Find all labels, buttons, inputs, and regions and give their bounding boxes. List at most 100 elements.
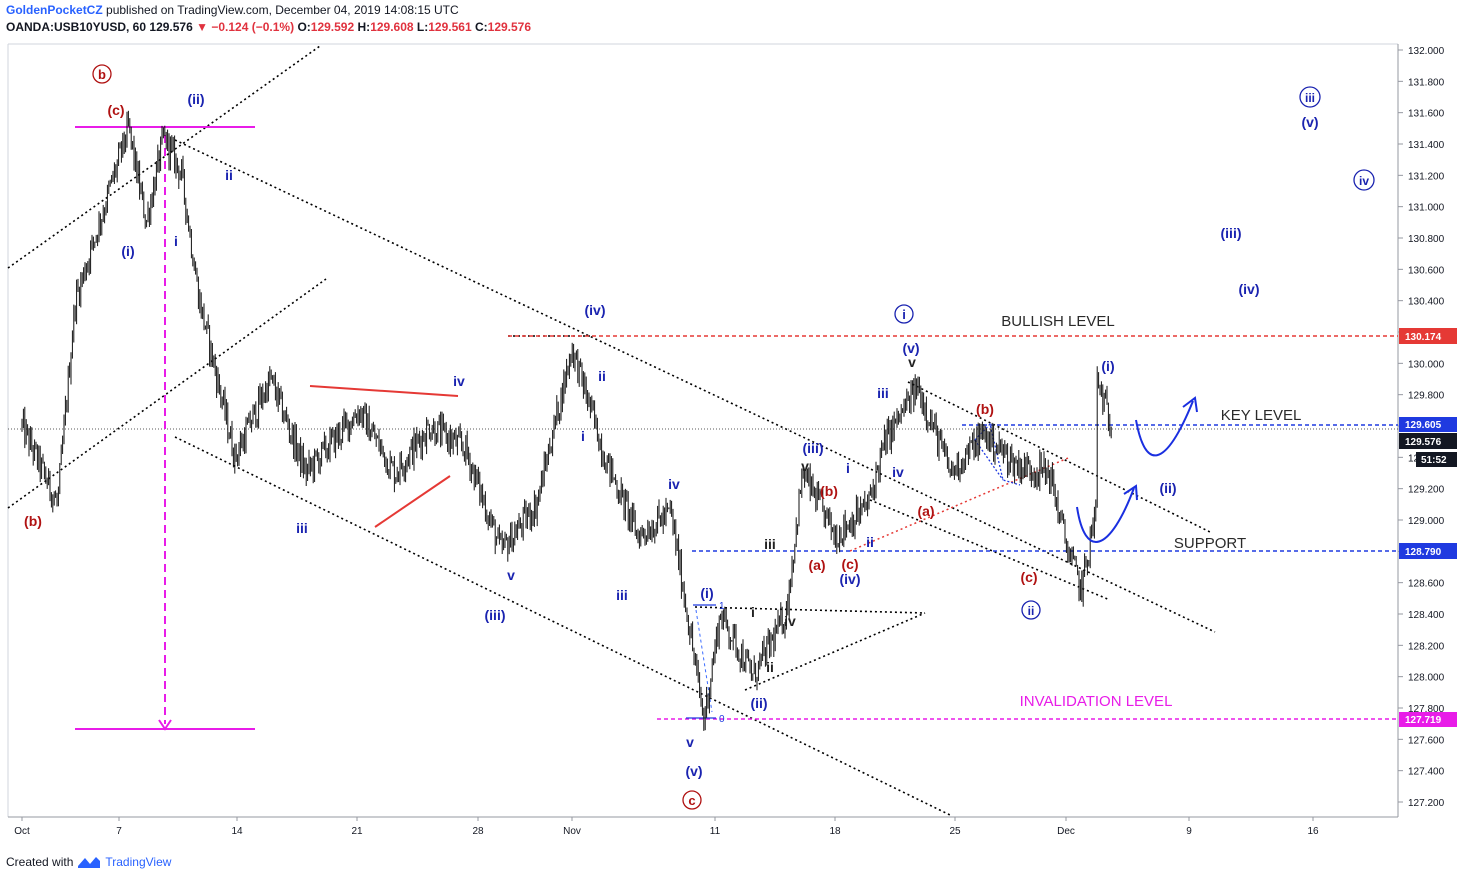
price-tick-label: 130.600 bbox=[1408, 265, 1445, 276]
publish-info: published on TradingView.com, December 0… bbox=[102, 3, 459, 17]
support-price-tag-text: 128.790 bbox=[1405, 547, 1442, 558]
b-wave-dotted-path bbox=[974, 422, 1021, 486]
wave-label-b-mid: (b) bbox=[820, 483, 838, 499]
wave-label-a-low: (a) bbox=[808, 557, 825, 573]
wave-label-c-low: (c) bbox=[1020, 569, 1037, 585]
wave-label-ii-top: (ii) bbox=[187, 91, 204, 107]
projection-arrow-lower-icon bbox=[1123, 484, 1138, 501]
wave-label-iv-small: iv bbox=[453, 373, 465, 389]
falling-channel-bottom-line bbox=[174, 436, 951, 816]
tradingview-logo-icon bbox=[78, 857, 101, 868]
circle-iii-icon bbox=[1299, 86, 1321, 108]
wave-label-iii-circled: iii bbox=[1305, 91, 1315, 105]
price-tick-label: 131.200 bbox=[1408, 171, 1445, 182]
circle-b-icon bbox=[92, 64, 112, 84]
time-tick-label: 11 bbox=[710, 826, 721, 837]
wave-label-i-circled: i bbox=[902, 307, 906, 322]
key-price-tag-text: 129.605 bbox=[1405, 420, 1442, 431]
wave-label-iv-black: iv bbox=[784, 613, 796, 629]
support-price-tag bbox=[1399, 543, 1457, 559]
invalidation-level-label: INVALIDATION LEVEL bbox=[1020, 693, 1173, 710]
wave-label-i-mid: i bbox=[846, 460, 850, 476]
wave-label-v-paren-top: (v) bbox=[902, 340, 919, 356]
time-axis[interactable]: Oct 7 14 21 28 Nov 11 18 25 Dec 9 16 bbox=[14, 817, 1319, 837]
price-tick-label: 131.000 bbox=[1408, 203, 1445, 214]
projection-arrow-upper-icon bbox=[1182, 396, 1198, 413]
time-tick-label: 7 bbox=[116, 826, 122, 837]
base-line bbox=[694, 606, 926, 614]
price-tick-label: 130.400 bbox=[1408, 297, 1445, 308]
wave-label-i-black: i bbox=[751, 604, 755, 620]
countdown-tag-text: 51:52 bbox=[1421, 455, 1447, 466]
key-price-tag bbox=[1399, 417, 1457, 432]
wave-label-v-paren-low: (v) bbox=[685, 763, 702, 779]
time-tick-label: 14 bbox=[231, 826, 243, 837]
high-label: H: bbox=[357, 20, 371, 34]
circle-iv-icon bbox=[1353, 169, 1375, 191]
blue-wave-labels: (ii) (i) i ii iii iv v (iii) (iv) ii i i… bbox=[121, 86, 1375, 779]
wave-label-iii-black: iii bbox=[764, 536, 776, 552]
price-tick-label: 128.600 bbox=[1408, 579, 1445, 590]
wave-label-iv-paren-proj: (iv) bbox=[1239, 281, 1260, 297]
wave-label-ii-circled: ii bbox=[1028, 604, 1035, 618]
created-with-label: Created with bbox=[6, 855, 74, 869]
key-level-label: KEY LEVEL bbox=[1221, 407, 1302, 424]
price-tick-label: 131.600 bbox=[1408, 109, 1445, 120]
falling-channel-top-line bbox=[174, 139, 1216, 633]
symbol-label[interactable]: OANDA:USB10YUSD, 60 bbox=[6, 20, 147, 34]
time-tick-label: Nov bbox=[563, 826, 581, 837]
time-tick-label: 21 bbox=[351, 826, 363, 837]
black-wave-labels: v iii i ii iv v bbox=[751, 354, 916, 675]
wave-label-i-nov: i bbox=[581, 428, 585, 444]
price-tick-label: 130.800 bbox=[1408, 234, 1445, 245]
price-tick-label: 131.800 bbox=[1408, 77, 1445, 88]
open-label: O: bbox=[297, 20, 311, 34]
publish-line: GoldenPocketCZ published on TradingView.… bbox=[6, 2, 531, 19]
wave-label-i-left: (i) bbox=[121, 243, 134, 259]
price-tick-label: 127.800 bbox=[1408, 704, 1445, 715]
wave-label-c-mid: (c) bbox=[841, 556, 858, 572]
price-tick-label: 128.400 bbox=[1408, 610, 1445, 621]
candles[interactable] bbox=[21, 110, 1112, 731]
support-label: SUPPORT bbox=[1174, 535, 1246, 552]
wave-label-b-low: (b) bbox=[24, 513, 42, 529]
price-tick-label: 130.000 bbox=[1408, 359, 1445, 370]
channel-lower-line bbox=[7, 278, 327, 509]
price-chart[interactable]: 132.000 131.800 131.600 131.400 131.200 131.0… bbox=[0, 0, 1462, 850]
chart-header: GoldenPocketCZ published on TradingView.… bbox=[6, 2, 531, 36]
wave-label-v-low: v bbox=[686, 734, 694, 750]
invalidation-price-tag bbox=[1399, 712, 1457, 727]
down-arrow-icon: ▼ bbox=[196, 20, 209, 34]
wave-label-v-small: v bbox=[507, 567, 515, 583]
time-tick-label: 18 bbox=[829, 826, 841, 837]
wave-label-iii-paren: (iii) bbox=[485, 607, 506, 623]
wave-label-iii-nov: iii bbox=[616, 587, 628, 603]
fib-zero-label: 0 bbox=[719, 714, 725, 725]
author-link[interactable]: GoldenPocketCZ bbox=[6, 3, 103, 17]
red-wave-labels: b (c) (b) (b) (a) (a) (c) (b) (c) c bbox=[24, 64, 1038, 810]
last-price-tag-text: 129.576 bbox=[1405, 437, 1442, 448]
price-tick-label: 132.000 bbox=[1408, 46, 1445, 57]
wave-label-ii-paren-nov: (ii) bbox=[750, 695, 767, 711]
channel-upper-line bbox=[7, 45, 321, 269]
wave-label-i-paren-dec: (i) bbox=[1101, 358, 1114, 374]
price-tick-label: 127.200 bbox=[1408, 798, 1445, 809]
price-tick-label: 129.800 bbox=[1408, 391, 1445, 402]
price-tick-label: 128.200 bbox=[1408, 641, 1445, 652]
projection-curve-upper bbox=[1135, 400, 1194, 457]
price-tick-label: 128.000 bbox=[1408, 673, 1445, 684]
wave-label-v-paren-proj: (v) bbox=[1301, 114, 1318, 130]
price-tick-label: 129.200 bbox=[1408, 485, 1445, 496]
countdown-tag bbox=[1416, 452, 1457, 467]
time-tick-label: 16 bbox=[1307, 826, 1319, 837]
wave-label-iii-small: iii bbox=[296, 520, 308, 536]
circle-c-icon bbox=[682, 790, 702, 810]
low-value: 129.561 bbox=[428, 20, 472, 34]
flag-upper-line bbox=[907, 381, 1213, 534]
wave-label-v-black-top: v bbox=[908, 354, 916, 370]
projection-curve-lower bbox=[1076, 487, 1135, 543]
price-change: −0.124 (−0.1%) bbox=[211, 20, 295, 34]
wave-label-iv-circled: iv bbox=[1359, 174, 1369, 188]
tradingview-link[interactable]: TradingView bbox=[105, 855, 172, 869]
circle-ii-icon bbox=[1021, 600, 1041, 620]
